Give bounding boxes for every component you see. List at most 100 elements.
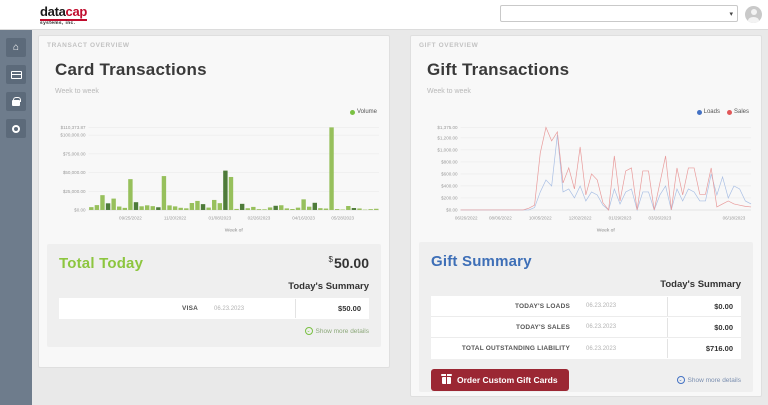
svg-text:Week of: Week of [597,228,616,234]
sidebar-item-security[interactable] [6,92,26,111]
svg-text:08/06/2022: 08/06/2022 [489,215,512,220]
svg-text:06/18/2023: 06/18/2023 [723,215,746,220]
currency-symbol: $ [328,255,333,265]
gift-summary-rows: TODAY'S LOADS 06.23.2023 $0.00 TODAY'S S… [431,296,741,359]
card-transactions-panel: TRANSACT OVERVIEW Card Transactions Week… [38,35,390,368]
gift-icon [441,374,452,384]
svg-text:$110,373.87: $110,373.87 [61,125,86,130]
card-show-more-link[interactable]: ⌄ Show more details [304,327,369,335]
legend-item-volume: Volume [349,109,377,115]
svg-text:06/26/2022: 06/26/2022 [455,215,478,220]
gift-transactions-subtitle: Week to week [427,88,471,95]
row-date: 06.23.2023 [586,324,617,330]
show-more-label: Show more details [315,327,369,335]
gift-chart-legend: Loads Sales [696,109,749,115]
search-dropdown-icon[interactable]: ▾ [729,10,733,18]
gift-show-more-link[interactable]: ⌄ Show more details [676,376,741,384]
gear-icon [12,124,20,133]
row-value: $50.00 [294,299,369,318]
top-header: datacap systems, inc. ▾ [0,0,768,30]
gift-transactions-panel: GIFT OVERVIEW Gift Transactions Week to … [410,35,762,397]
svg-text:05/28/2023: 05/28/2023 [331,215,354,220]
svg-text:12/02/2022: 12/02/2022 [569,215,592,220]
card-chart-legend: Volume [349,109,377,115]
svg-text:04/16/2023: 04/16/2023 [292,215,315,220]
svg-text:Week of: Week of [225,228,244,234]
total-today-card: Total Today $50.00 Today's Summary VISA … [47,244,381,347]
row-label: TODAY'S LOADS [514,302,571,310]
table-row: TODAY'S SALES 06.23.2023 $0.00 [431,317,741,338]
expand-icon: ⌄ [304,327,313,335]
home-icon: ⌂ [12,41,20,53]
user-avatar[interactable] [745,6,762,23]
svg-text:$0.00: $0.00 [446,208,458,213]
loads-legend-label: Loads [703,109,720,115]
legend-item-sales: Sales [726,109,749,115]
loads-legend-dot [696,109,702,115]
lock-icon [12,96,21,106]
row-label: VISA [182,305,199,312]
row-date: 06.23.2023 [214,305,245,312]
sales-legend-dot [726,109,732,115]
gift-overview-tag: GIFT OVERVIEW [419,42,479,49]
svg-text:$800.00: $800.00 [441,160,458,165]
gift-transactions-title: Gift Transactions [427,60,570,79]
row-label: TODAY'S SALES [516,323,571,331]
svg-text:$1,200.00: $1,200.00 [437,136,458,141]
svg-text:$0.00: $0.00 [74,208,86,213]
total-today-amount: $50.00 [328,255,370,271]
svg-text:$400.00: $400.00 [441,184,458,189]
svg-text:03/26/2023: 03/26/2023 [649,215,672,220]
svg-text:11/20/2022: 11/20/2022 [164,215,187,220]
avatar-person-icon [750,9,757,15]
legend-item-loads: Loads [696,109,720,115]
svg-text:$200.00: $200.00 [441,196,458,201]
order-custom-gift-cards-button[interactable]: Order Custom Gift Cards [431,369,569,391]
search-input[interactable] [501,9,730,18]
svg-text:$1,000.00: $1,000.00 [437,148,458,153]
svg-text:$1,375.00: $1,375.00 [437,125,458,130]
table-row: TODAY'S LOADS 06.23.2023 $0.00 [431,296,741,317]
logo-wordmark: datacap [40,5,87,21]
row-date: 06.23.2023 [586,303,617,309]
order-gift-cards-label: Order Custom Gift Cards [457,375,558,385]
svg-text:01/08/2023: 01/08/2023 [208,215,231,220]
sidebar-item-settings[interactable] [6,119,26,138]
row-value: $0.00 [666,296,741,316]
svg-text:02/26/2023: 02/26/2023 [248,215,271,220]
gift-summary-card: Gift Summary Today's Summary TODAY'S LOA… [419,242,753,392]
card-transactions-subtitle: Week to week [55,88,99,95]
sales-legend-label: Sales [733,109,749,115]
row-label: TOTAL OUTSTANDING LIABILITY [461,345,571,352]
row-date: 06.23.2023 [586,345,617,352]
svg-text:$50,000.00: $50,000.00 [63,170,86,175]
todays-summary-heading: Today's Summary [288,281,369,292]
transact-overview-tag: TRANSACT OVERVIEW [47,42,130,49]
volume-legend-label: Volume [356,109,377,115]
gift-todays-summary-heading: Today's Summary [660,279,741,290]
table-row: VISA 06.23.2023 $50.00 [59,298,369,319]
table-row: TOTAL OUTSTANDING LIABILITY 06.23.2023 $… [431,338,741,359]
card-transactions-chart: $0.00 $25,000.00 $50,000.00 $75,000.00 $100,… [47,118,383,240]
gift-summary-title: Gift Summary [431,253,532,270]
sidebar-item-payments[interactable] [6,65,26,84]
header-search: ▾ [500,5,738,22]
svg-text:09/25/2022: 09/25/2022 [119,215,142,220]
svg-text:10/05/2022: 10/05/2022 [529,215,552,220]
show-more-label: Show more details [687,376,741,384]
logo-tagline: systems, inc. [40,21,76,26]
sidebar-item-home[interactable]: ⌂ [6,38,26,57]
volume-legend-dot [349,109,355,115]
total-today-title: Total Today [59,255,144,272]
svg-text:$100,000.00: $100,000.00 [60,133,86,138]
gift-transactions-chart: $0.00 $200.00 $400.00 $600.00 $800.00 $1,000.… [419,118,755,240]
svg-text:$600.00: $600.00 [441,172,458,177]
card-summary-rows: VISA 06.23.2023 $50.00 [59,298,369,319]
svg-text:01/29/2023: 01/29/2023 [609,215,632,220]
credit-card-icon [10,70,22,79]
sidebar-nav: ⌂ [0,30,32,405]
card-transactions-title: Card Transactions [55,60,207,79]
svg-text:$25,000.00: $25,000.00 [63,189,86,194]
expand-icon: ⌄ [676,376,685,384]
